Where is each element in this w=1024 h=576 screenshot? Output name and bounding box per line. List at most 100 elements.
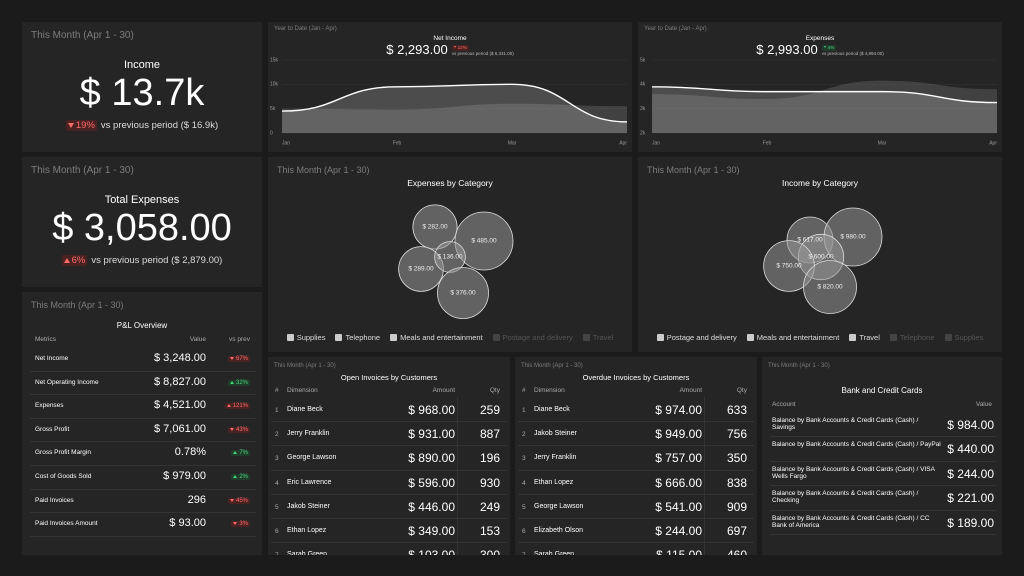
column-header: Amount [432, 387, 455, 394]
legend-item[interactable]: Postage and delivery [656, 333, 737, 342]
customer-name: Sarah Green [534, 551, 575, 555]
table-row: Net Operating Income $ 8,827.00 32% [30, 372, 256, 396]
table-row: Balance by Bank Accounts & Credit Cards … [770, 437, 996, 462]
x-tick-label: Jan [652, 140, 660, 146]
legend-checkbox [582, 334, 590, 341]
row-index: 4 [275, 479, 279, 487]
table-card: This Month (Apr 1 - 30) Open Invoices by … [268, 357, 510, 555]
account-name: Balance by Bank Accounts & Credit Cards … [772, 417, 919, 431]
metric-name: Net Operating Income [35, 378, 99, 386]
legend-label: Postage and delivery [502, 333, 573, 342]
account-value: $ 221.00 [947, 491, 994, 506]
legend-item[interactable]: Telephone [889, 333, 935, 342]
row-index: 5 [275, 503, 279, 511]
trend-arrow [233, 474, 238, 478]
legend-checkbox [889, 334, 897, 341]
period-label: This Month (Apr 1 - 30) [31, 30, 134, 41]
metric-name: Paid Invoices Amount [35, 520, 98, 528]
amount: $ 103.00 [408, 548, 455, 555]
quantity: 633 [726, 403, 747, 417]
table-row: Net Income $ 3,248.00 67% [30, 348, 256, 372]
quantity: 838 [726, 475, 747, 490]
amount: $ 757.00 [655, 451, 702, 466]
legend-item[interactable]: Postage and delivery [492, 333, 573, 342]
legend-item[interactable]: Travel [849, 333, 880, 342]
table-row: 2 Jerry Franklin $ 931.00 887 [271, 422, 507, 447]
metric-name: Paid Invoices [35, 496, 74, 504]
trend-arrow [823, 46, 826, 49]
period-label: This Month (Apr 1 - 30) [274, 363, 336, 369]
amount: $ 349.00 [408, 524, 455, 538]
bubble-label: $ 376.00 [450, 290, 476, 297]
compare-text: vs previous period ($ 6,331.00) [451, 50, 514, 56]
bubble-label: $ 600.00 [808, 254, 834, 261]
metric-value: $ 979.00 [163, 470, 206, 482]
legend-item[interactable]: Meals and entertainment [746, 333, 839, 342]
trend-arrow [226, 404, 231, 408]
legend-label: Supplies [954, 333, 984, 342]
change-value: 67% [235, 356, 248, 362]
row-index: 5 [522, 503, 526, 511]
metric-name: Net Income [35, 355, 69, 362]
kpi-card: This Month (Apr 1 - 30) Total Expenses $ 3… [22, 157, 262, 287]
table-row: Gross Profit $ 7,061.00 43% [30, 419, 256, 443]
badge-cell: 121% [224, 403, 250, 410]
column-header: Metrics [35, 336, 56, 343]
amount: $ 666.00 [655, 475, 702, 490]
table-row: 1 Diane Beck $ 974.00 633 [518, 398, 754, 423]
table-row: Balance by Bank Accounts & Credit Cards … [770, 462, 996, 487]
headline-compare: 12% vs previous period ($ 6,331.00) [451, 44, 514, 57]
legend-item[interactable]: Meals and entertainment [390, 333, 483, 342]
bubble-label: $ 820.00 [817, 284, 843, 291]
change-value: 4% [827, 44, 835, 50]
table-row: Paid Invoices 296 45% [30, 490, 256, 514]
account-name: Balance by Bank Accounts & Credit Cards … [772, 490, 919, 505]
account-value: $ 189.00 [947, 515, 994, 530]
change-value: 12% [457, 44, 467, 50]
amount: $ 968.00 [408, 403, 455, 417]
customer-name: George Lawson [534, 502, 584, 510]
table-row: Balance by Bank Accounts & Credit Cards … [770, 413, 996, 438]
customer-name: Jerry Franklin [287, 430, 330, 438]
metric-name: Cost of Goods Sold [35, 473, 92, 480]
change-badge: 2% [231, 474, 250, 480]
legend-label: Supplies [296, 333, 326, 342]
trend-arrow [229, 380, 234, 384]
trend-arrow [233, 451, 238, 455]
legend-item[interactable]: Supplies [944, 333, 984, 342]
change-badge: 4% [821, 44, 837, 51]
customer-name: Elizabeth Olson [534, 527, 584, 534]
compare-text: vs previous period ($ 4,894.00) [821, 50, 884, 56]
metric-value: $ 93.00 [169, 517, 206, 530]
column-divider [457, 397, 458, 555]
table-row: Cost of Goods Sold $ 979.00 2% [30, 466, 256, 490]
legend-item[interactable]: Telephone [335, 333, 380, 342]
table-row: 5 Jakob Steiner $ 446.00 249 [271, 495, 507, 519]
badge-cell: 43% [227, 426, 250, 433]
legend-checkbox [944, 334, 952, 341]
change-badge: 7% [231, 450, 250, 457]
legend-item[interactable]: Travel [582, 333, 613, 342]
legend-checkbox [390, 334, 398, 341]
trend-arrow [63, 257, 70, 263]
account-name: Balance by Bank Accounts & Credit Cards … [772, 514, 930, 529]
table-title: Open Invoices by Customers [340, 373, 438, 382]
metric-value: $ 4,521.00 [154, 399, 206, 412]
y-tick-label: 10k [270, 82, 279, 88]
quantity: 196 [479, 451, 500, 466]
change-value: 3% [239, 521, 248, 528]
y-tick-label: 4k [640, 82, 646, 88]
bubble-label: $ 617.00 [797, 237, 823, 244]
metric-value: 0.78% [174, 446, 206, 459]
legend-item[interactable]: Supplies [286, 333, 326, 342]
kpi-card: This Month (Apr 1 - 30) Income $ 13.7k 19% v… [22, 22, 262, 152]
quantity: 909 [726, 499, 747, 514]
quantity: 350 [726, 451, 747, 466]
x-tick-label: Jan [282, 140, 290, 146]
table-row: 5 George Lawson $ 541.00 909 [518, 495, 754, 519]
table-row: Expenses $ 4,521.00 121% [30, 395, 256, 419]
y-tick-label: 3k [640, 106, 646, 112]
quantity: 460 [727, 548, 747, 555]
change-value: 6% [71, 255, 86, 266]
